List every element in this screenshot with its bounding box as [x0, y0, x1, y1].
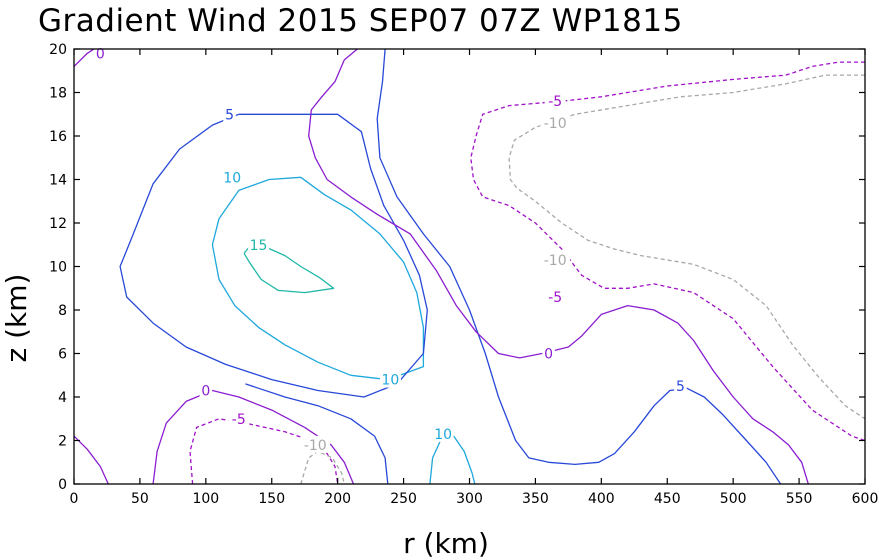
axes: 0 50 100 150 200 250 300 350 400 450 500 550 6000246… [49, 42, 878, 507]
contour-label-bg-2 [379, 370, 401, 388]
contour-line-0-7 [74, 435, 109, 484]
contour-label-bg-1 [221, 168, 243, 186]
contour-line--10-13 [300, 450, 345, 484]
contour-label-bg-14 [540, 250, 570, 268]
contour-label-3: 10 [434, 427, 452, 443]
contour-label-bg-7 [199, 381, 213, 399]
contour-line--5-10 [189, 418, 339, 484]
y-tick-label-18: 18 [49, 86, 67, 102]
x-tick-label-500: 500 [720, 491, 747, 507]
y-axis-label: z (km) [0, 274, 33, 363]
x-tick-label-200: 200 [324, 491, 351, 507]
contour-label-10: -5 [548, 94, 562, 110]
contour-label-9: -5 [232, 412, 246, 428]
contour-label-1: 10 [223, 170, 241, 186]
contour-line-0-8 [152, 389, 355, 484]
y-tick-label-4: 4 [58, 390, 67, 406]
y-tick-label-14: 14 [49, 173, 67, 189]
contour-label-bg-11 [544, 287, 566, 305]
contour-label-2: 10 [381, 373, 399, 389]
contour-label-7: 0 [201, 383, 210, 399]
contour-line-5-2 [119, 113, 428, 398]
x-tick-label-350: 350 [522, 491, 549, 507]
x-tick-label-0: 0 [70, 491, 79, 507]
x-tick-label-600: 600 [852, 491, 879, 507]
y-tick-label-0: 0 [58, 477, 67, 493]
contour-label-5: 5 [676, 379, 685, 395]
y-tick-label-16: 16 [49, 129, 67, 145]
contour-line-10-1 [211, 176, 425, 381]
x-tick-label-50: 50 [131, 491, 149, 507]
contour-line-15-0 [243, 246, 335, 294]
contour-label-8: 0 [544, 347, 553, 363]
contour-labels: 15 10 10 10 5 5 0 0 0 -5 -5 -5 -10 -10 -10 [94, 44, 687, 454]
contour-label-11: -5 [548, 290, 562, 306]
contour-label-bg-13 [540, 113, 570, 131]
contour-label-0: 15 [250, 238, 268, 254]
x-tick-label-550: 550 [786, 491, 813, 507]
y-tick-label-2: 2 [58, 434, 67, 450]
contour-label-6: 0 [96, 46, 105, 62]
contour-line-10-5 [429, 435, 476, 484]
contour-label-bg-5 [674, 377, 687, 395]
contour-label-bg-12 [300, 435, 331, 453]
contour-label-4: 5 [225, 107, 234, 123]
y-tick-label-8: 8 [58, 303, 67, 319]
contour-line-0-9 [308, 49, 809, 484]
x-tick-label-400: 400 [588, 491, 615, 507]
x-tick-label-100: 100 [192, 491, 219, 507]
contour-line-5-3 [245, 383, 389, 484]
contour-lines [74, 49, 865, 484]
contour-label-14: -10 [544, 253, 567, 269]
contour-label-bg-9 [228, 409, 250, 427]
y-tick-label-10: 10 [49, 260, 67, 276]
y-tick-label-6: 6 [58, 347, 67, 363]
contour-line-0-6 [74, 49, 95, 67]
contour-label-13: -10 [544, 116, 567, 132]
contour-label-bg-10 [544, 92, 566, 110]
y-tick-label-12: 12 [49, 216, 67, 232]
contour-label-bg-0 [248, 235, 270, 253]
x-tick-label-450: 450 [654, 491, 681, 507]
y-tick-label-20: 20 [49, 42, 67, 58]
contour-label-bg-8 [542, 344, 555, 362]
contour-line-5-4 [376, 49, 782, 484]
x-tick-label-250: 250 [390, 491, 417, 507]
chart-title: Gradient Wind 2015 SEP07 07Z WP1815 [38, 3, 683, 39]
contour-label-bg-4 [223, 105, 236, 123]
contour-label-12: -10 [304, 438, 327, 454]
x-tick-label-300: 300 [456, 491, 483, 507]
x-tick-label-150: 150 [258, 491, 285, 507]
plot-frame [73, 48, 866, 485]
x-axis-label: r (km) [403, 527, 489, 560]
contour-label-bg-3 [432, 424, 454, 442]
contour-line--5-11 [470, 61, 865, 442]
